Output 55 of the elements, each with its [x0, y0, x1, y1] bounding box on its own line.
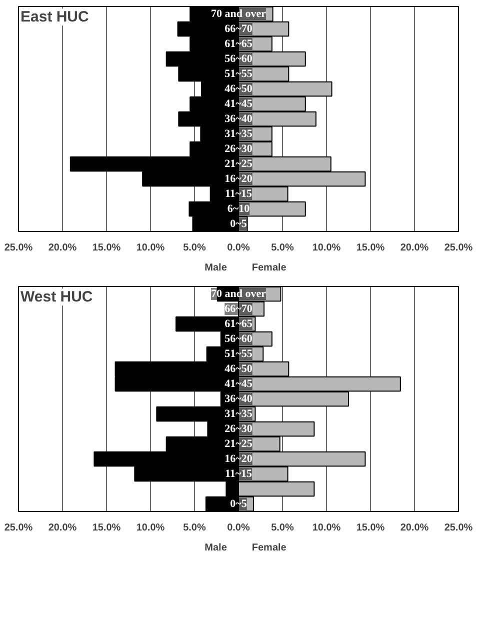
y-tick-label: 26~30 — [224, 423, 253, 435]
x-tick-label: 5.0% — [183, 522, 206, 534]
x-tick-label: 0.0% — [227, 522, 250, 534]
y-tick-label: 16~20 — [224, 173, 253, 185]
y-tick-label: 6~10 — [227, 203, 250, 215]
x-tick-label: 10.0% — [136, 522, 165, 534]
x-tick-label: 25.0% — [444, 242, 473, 254]
y-tick-label: 46~50 — [224, 363, 253, 375]
x-tick-label: 10.0% — [136, 242, 165, 254]
x-tick-label: 20.0% — [48, 522, 77, 534]
y-tick-label: 46~50 — [224, 83, 253, 95]
text: Female — [252, 542, 286, 554]
y-tick-label: 41~45 — [224, 98, 253, 110]
x-tick-label: 5.0% — [271, 522, 294, 534]
x-tick-label: 15.0% — [356, 242, 385, 254]
chart-title: East HUC — [20, 8, 90, 26]
y-tick-label: 21~25 — [224, 158, 253, 170]
text: Male — [204, 262, 227, 274]
x-tick-label: 15.0% — [356, 522, 385, 534]
x-tick-label: 0.0% — [227, 242, 250, 254]
y-tick-label: 36~40 — [224, 113, 253, 125]
y-tick-label: 0~5 — [230, 498, 248, 510]
y-tick-label: 70 and over — [211, 8, 266, 20]
x-tick-label: 20.0% — [400, 242, 429, 254]
chart-title: West HUC — [20, 288, 93, 306]
y-tick-label: 16~20 — [224, 453, 253, 465]
y-tick-label: 56~60 — [224, 53, 253, 65]
y-tick-label: 0~5 — [230, 218, 248, 230]
x-tick-label: 10.0% — [312, 242, 341, 254]
y-tick-label: 31~35 — [224, 128, 253, 140]
y-tick-label: 61~65 — [224, 38, 253, 50]
x-tick-label: 5.0% — [183, 242, 206, 254]
y-tick-label: 36~40 — [224, 393, 253, 405]
y-tick-label: 21~25 — [224, 438, 253, 450]
y-tick-label: 31~35 — [224, 408, 253, 420]
x-tick-label: 25.0% — [444, 522, 473, 534]
y-tick-label: 26~30 — [224, 143, 253, 155]
y-tick-label: 11~15 — [224, 188, 253, 200]
y-tick-label: 56~60 — [224, 333, 253, 345]
x-tick-label: 20.0% — [400, 522, 429, 534]
x-tick-label: 25.0% — [4, 242, 33, 254]
y-tick-label: 61~65 — [224, 318, 253, 330]
y-tick-label: 11~15 — [224, 468, 253, 480]
y-tick-label: 66~70 — [224, 23, 253, 35]
y-tick-label: 51~55 — [224, 348, 253, 360]
y-tick-label: 41~45 — [224, 378, 253, 390]
x-tick-label: 15.0% — [92, 242, 121, 254]
x-tick-label: 25.0% — [4, 522, 33, 534]
text: Female — [252, 262, 286, 274]
x-tick-label: 10.0% — [312, 522, 341, 534]
x-tick-label: 5.0% — [271, 242, 294, 254]
text: Male — [204, 542, 227, 554]
y-tick-label: 51~55 — [224, 68, 253, 80]
x-tick-label: 15.0% — [92, 522, 121, 534]
x-tick-label: 20.0% — [48, 242, 77, 254]
